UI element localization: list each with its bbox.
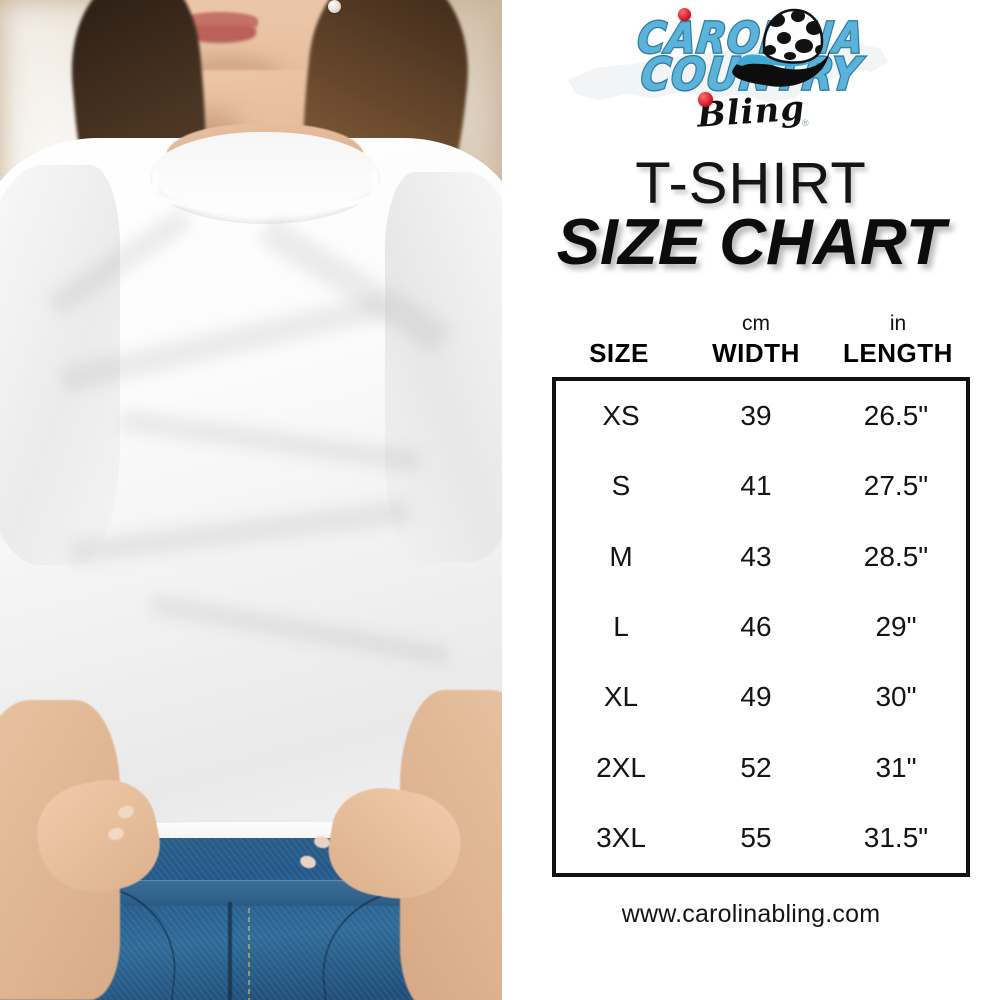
cell-width: 46: [740, 610, 772, 642]
cell-width: 41: [740, 470, 772, 502]
table-row: 2XL 52 31": [556, 732, 966, 802]
cell-length: 28.5": [863, 540, 929, 572]
chart-title-block: T-SHIRT SIZE CHART: [502, 154, 1000, 275]
cell-size: 3XL: [596, 821, 646, 853]
unit-width: cm: [742, 312, 770, 335]
tshirt-sleeve-left: [0, 165, 120, 565]
jeans-stitching: [248, 908, 250, 1000]
model-lips-lower: [184, 25, 256, 43]
cell-width: 43: [740, 540, 772, 572]
table-body: XS 39 26.5" S 41 27.5" M 43 28.5" L 46: [552, 377, 970, 877]
tshirt-collar-rib: [152, 170, 378, 214]
earring-icon: [328, 0, 341, 13]
cell-length: 31": [875, 751, 917, 783]
product-photo: [0, 0, 502, 1000]
logo-text-stack: CAROLINA COUNTRY Bling ®: [502, 0, 1000, 150]
cell-size: 2XL: [596, 751, 646, 783]
cell-length: 29": [875, 610, 917, 642]
chart-panel: CAROLINA COUNTRY Bling ®: [502, 0, 1000, 1000]
unit-length: in: [889, 312, 907, 335]
cell-size: XS: [602, 400, 640, 432]
title-line-tshirt: T-SHIRT: [635, 151, 867, 216]
cell-size: M: [609, 540, 633, 572]
cell-size: S: [611, 470, 631, 502]
red-bead-icon: [678, 8, 691, 21]
cowboy-hat-icon: [732, 8, 830, 87]
table-row: S 41 27.5": [556, 451, 966, 521]
table-row: M 43 28.5": [556, 522, 966, 592]
tshirt-sleeve-right: [385, 172, 502, 562]
header-size: SIZE: [589, 337, 649, 368]
table-row: L 46 29": [556, 592, 966, 662]
red-bead-icon: [698, 92, 713, 107]
cell-length: 27.5": [863, 470, 929, 502]
table-row: XL 49 30": [556, 662, 966, 732]
cell-width: 55: [740, 821, 772, 853]
jeans-fly: [228, 902, 232, 1000]
cell-width: 52: [740, 751, 772, 783]
model-lips-upper: [182, 12, 258, 28]
table-header-row: SIZE WIDTH LENGTH: [552, 335, 970, 371]
cell-length: 31.5": [863, 821, 929, 853]
header-length: LENGTH: [843, 337, 953, 368]
cell-width: 39: [740, 400, 772, 432]
cell-size: L: [613, 610, 629, 642]
cell-width: 49: [740, 681, 772, 713]
brand-logo: CAROLINA COUNTRY Bling ®: [502, 0, 1000, 150]
table-units-row: cm in: [552, 310, 970, 336]
registered-mark: ®: [802, 118, 809, 128]
table-row: XS 39 26.5": [556, 381, 966, 451]
cell-size: XL: [603, 681, 639, 713]
cell-length: 26.5": [863, 400, 929, 432]
size-table: cm in SIZE WIDTH LENGTH XS 39 26.5" S 41…: [552, 310, 970, 877]
title-line-sizechart: SIZE CHART: [556, 205, 946, 279]
website-url[interactable]: www.carolinabling.com: [621, 900, 881, 928]
table-row: 3XL 55 31.5": [556, 803, 966, 873]
cell-length: 30": [875, 681, 917, 713]
header-width: WIDTH: [712, 337, 800, 368]
